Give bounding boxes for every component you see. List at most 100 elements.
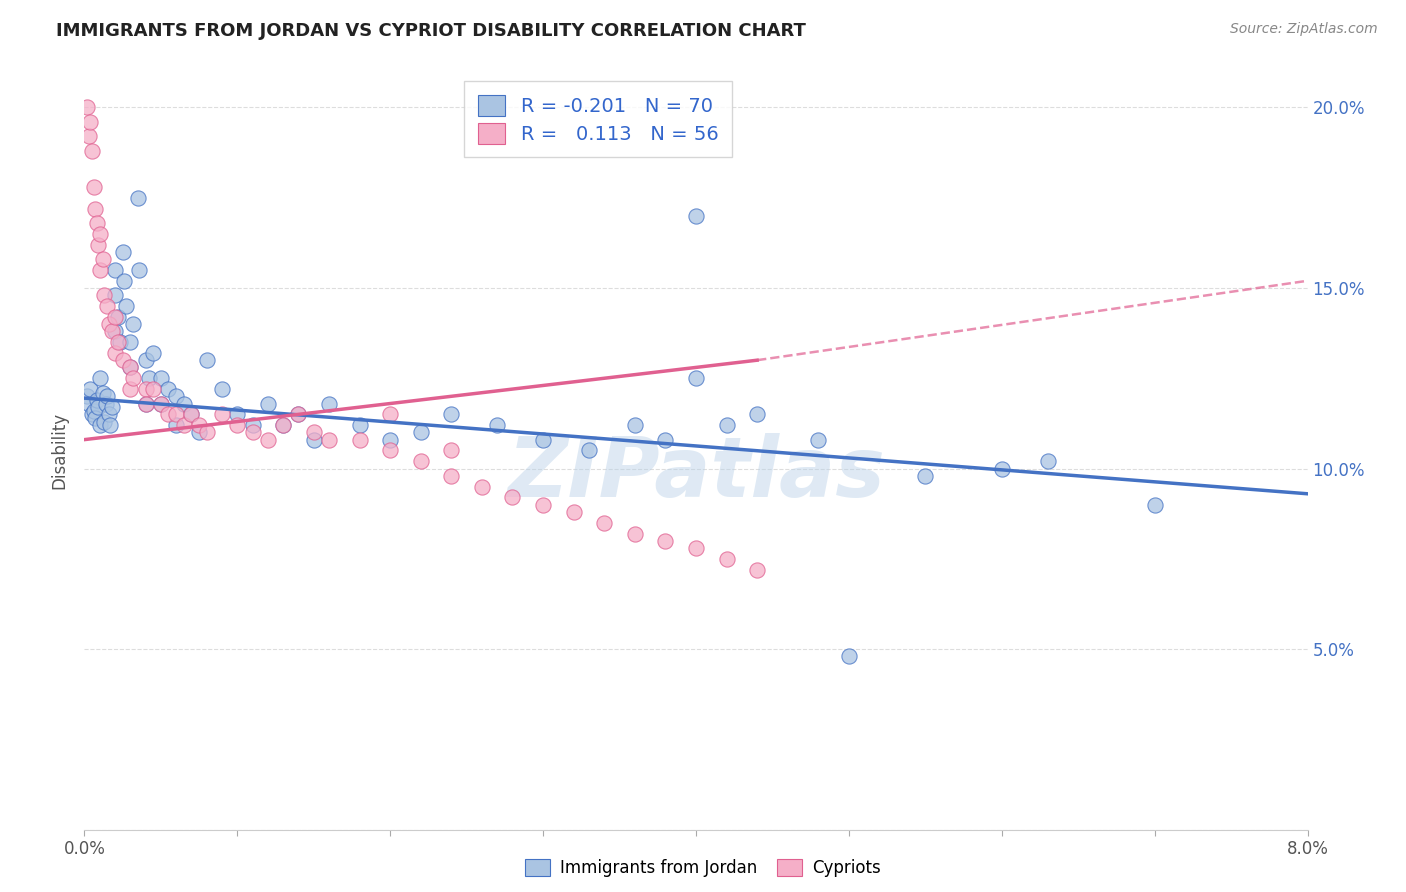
Point xyxy=(257,396,280,410)
Point xyxy=(79,115,101,129)
Point xyxy=(157,408,180,422)
Point xyxy=(624,526,647,541)
Point xyxy=(471,479,494,493)
Point xyxy=(79,382,101,396)
Point xyxy=(302,425,325,440)
Point xyxy=(165,389,187,403)
Point xyxy=(409,454,432,468)
Point xyxy=(94,396,117,410)
Point xyxy=(180,408,202,422)
Point xyxy=(120,335,142,350)
Point xyxy=(440,443,463,458)
Point xyxy=(97,408,120,422)
Point xyxy=(226,418,249,433)
Point xyxy=(211,408,233,422)
Point xyxy=(128,263,150,277)
Point xyxy=(195,353,218,368)
Point xyxy=(87,400,110,414)
Point xyxy=(409,425,432,440)
Point xyxy=(83,403,105,417)
Point xyxy=(211,382,233,396)
Point xyxy=(195,425,218,440)
Point xyxy=(188,418,211,433)
Point xyxy=(112,274,135,288)
Point xyxy=(914,468,936,483)
Point xyxy=(76,100,98,114)
Point xyxy=(716,418,738,433)
Y-axis label: Disability: Disability xyxy=(51,412,69,489)
Point xyxy=(122,371,145,385)
Point xyxy=(531,498,554,512)
Point xyxy=(1036,454,1059,468)
Point xyxy=(104,288,127,302)
Point xyxy=(111,353,134,368)
Point xyxy=(1143,498,1166,512)
Point xyxy=(107,335,129,350)
Point xyxy=(318,433,340,447)
Point xyxy=(287,408,309,422)
Legend: R = -0.201   N = 70, R =   0.113   N = 56: R = -0.201 N = 70, R = 0.113 N = 56 xyxy=(464,81,733,158)
Point xyxy=(173,418,195,433)
Point xyxy=(93,288,115,302)
Point xyxy=(838,649,860,664)
Point xyxy=(93,415,115,429)
Point xyxy=(593,516,616,530)
Point xyxy=(318,396,340,410)
Point xyxy=(624,418,647,433)
Point xyxy=(120,360,142,375)
Point xyxy=(685,209,707,223)
Point xyxy=(96,389,118,403)
Point xyxy=(654,533,676,548)
Point xyxy=(685,541,707,555)
Point xyxy=(257,433,280,447)
Point xyxy=(84,411,107,425)
Point xyxy=(89,418,111,433)
Point xyxy=(747,408,769,422)
Point xyxy=(87,237,110,252)
Point xyxy=(287,408,309,422)
Point xyxy=(135,396,157,410)
Point xyxy=(562,505,585,519)
Text: Source: ZipAtlas.com: Source: ZipAtlas.com xyxy=(1230,22,1378,37)
Point xyxy=(104,324,127,338)
Point xyxy=(173,396,195,410)
Legend: Immigrants from Jordan, Cypriots: Immigrants from Jordan, Cypriots xyxy=(519,852,887,884)
Point xyxy=(120,382,142,396)
Point xyxy=(77,396,100,410)
Point xyxy=(104,263,127,277)
Point xyxy=(807,433,830,447)
Point xyxy=(83,180,105,194)
Point xyxy=(89,263,111,277)
Point xyxy=(578,443,600,458)
Point xyxy=(91,252,114,266)
Point xyxy=(101,324,124,338)
Point xyxy=(349,433,371,447)
Point xyxy=(98,418,121,433)
Text: IMMIGRANTS FROM JORDAN VS CYPRIOT DISABILITY CORRELATION CHART: IMMIGRANTS FROM JORDAN VS CYPRIOT DISABI… xyxy=(56,22,806,40)
Point xyxy=(97,317,120,331)
Point xyxy=(138,371,160,385)
Point xyxy=(114,299,136,313)
Point xyxy=(108,335,131,350)
Point xyxy=(149,371,172,385)
Point xyxy=(180,408,202,422)
Point xyxy=(86,216,108,230)
Point xyxy=(716,551,738,566)
Point xyxy=(157,382,180,396)
Point xyxy=(91,385,114,400)
Point xyxy=(188,425,211,440)
Point xyxy=(104,346,127,360)
Point xyxy=(502,491,524,505)
Point xyxy=(380,408,402,422)
Point xyxy=(84,202,107,216)
Point xyxy=(380,443,402,458)
Point xyxy=(440,468,463,483)
Point xyxy=(142,346,165,360)
Point xyxy=(107,310,129,324)
Point xyxy=(135,353,157,368)
Point xyxy=(242,418,264,433)
Point xyxy=(89,227,111,241)
Point xyxy=(226,408,249,422)
Point xyxy=(149,396,172,410)
Point xyxy=(654,433,676,447)
